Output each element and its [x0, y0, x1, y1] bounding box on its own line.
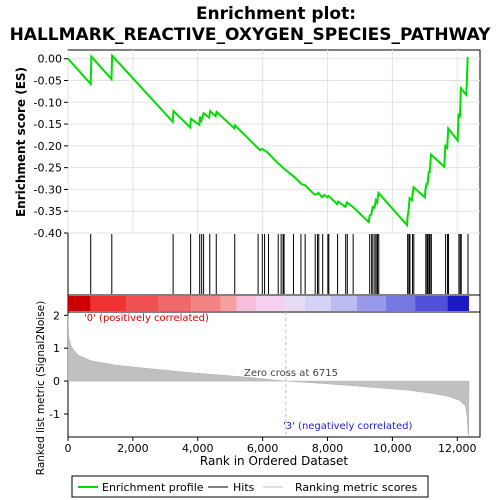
- es-y-tick-label: -0.05: [34, 75, 62, 88]
- es-y-tick-label: -0.15: [34, 118, 62, 131]
- colorbar-segment: [220, 296, 237, 311]
- colorbar-segment: [285, 296, 305, 311]
- colorbar-segment: [236, 296, 257, 311]
- colorbar-segment: [415, 296, 448, 311]
- es-y-tick-label: 0.00: [38, 53, 63, 66]
- colorbar-segment: [126, 296, 159, 311]
- colorbar-segment: [330, 296, 357, 311]
- colorbar-segment: [447, 296, 469, 311]
- es-y-tick-label: -0.30: [34, 183, 62, 196]
- x-axis-label: Rank in Ordered Dataset: [200, 454, 348, 468]
- chart-title-line1: Enrichment plot:: [196, 4, 356, 24]
- es-y-tick-label: -0.10: [34, 96, 62, 109]
- x-axis: 0 2,000 4,000 6,000 8,000 10,000 12,000: [65, 437, 477, 455]
- x-tick-label: 12,000: [438, 442, 477, 455]
- metric-y-axis: 2 1 0 -1: [49, 309, 68, 421]
- x-tick-label: 8,000: [312, 442, 344, 455]
- es-series: [67, 53, 469, 228]
- metric-y-tick-label: 1: [53, 342, 60, 355]
- metric-y-tick-label: 2: [53, 309, 60, 322]
- chart-title-line2: HALLMARK_REACTIVE_OXYGEN_SPECIES_PATHWAY: [10, 25, 492, 45]
- colorbar-segment: [158, 296, 192, 311]
- colorbar-segment: [68, 296, 91, 311]
- es-y-tick-label: -0.20: [34, 140, 62, 153]
- legend-label-enrichment: Enrichment profile: [102, 481, 204, 494]
- ranking-metric-area: [67, 314, 470, 436]
- es-y-tick-label: -0.25: [34, 162, 62, 175]
- colorbar-segment: [256, 296, 286, 311]
- zero-cross-label: Zero cross at 6715: [244, 368, 338, 379]
- enrichment-profile-line: [67, 53, 469, 228]
- rank-colorbar: [68, 296, 469, 311]
- hit-marks: [90, 234, 469, 294]
- x-tick-label: 2,000: [117, 442, 149, 455]
- positive-label: '0' (positively correlated): [84, 313, 209, 324]
- negative-label: '3' (negatively correlated): [283, 421, 412, 432]
- metric-y-label: Ranked list metric (Signal2Noise): [35, 301, 47, 476]
- x-tick-label: 0: [65, 442, 72, 455]
- colorbar-segment: [90, 296, 127, 311]
- es-y-label: Enrichment score (ES): [14, 67, 28, 217]
- colorbar-segment: [356, 296, 386, 311]
- es-y-tick-label: -0.35: [34, 205, 62, 218]
- legend-label-hits: Hits: [233, 481, 255, 494]
- x-tick-label: 6,000: [247, 442, 279, 455]
- metric-y-tick-label: 0: [53, 375, 60, 388]
- x-tick-label: 10,000: [373, 442, 412, 455]
- colorbar-segment: [304, 296, 331, 311]
- x-tick-label: 4,000: [182, 442, 214, 455]
- es-panel: [67, 49, 481, 234]
- hits-panel: [67, 232, 481, 296]
- metric-area: [67, 312, 470, 437]
- colorbar-segment: [191, 296, 221, 311]
- legend-label-metric: Ranking metric scores: [295, 481, 417, 494]
- colorbar-segment: [385, 296, 416, 311]
- es-y-axis: 0.00 -0.05 -0.10 -0.15 -0.20 -0.25 -0.30 -0.35 -…: [34, 53, 68, 240]
- metric-y-tick-label: -1: [49, 408, 60, 421]
- es-y-tick-label: -0.40: [34, 227, 62, 240]
- legend-box: [71, 475, 429, 498]
